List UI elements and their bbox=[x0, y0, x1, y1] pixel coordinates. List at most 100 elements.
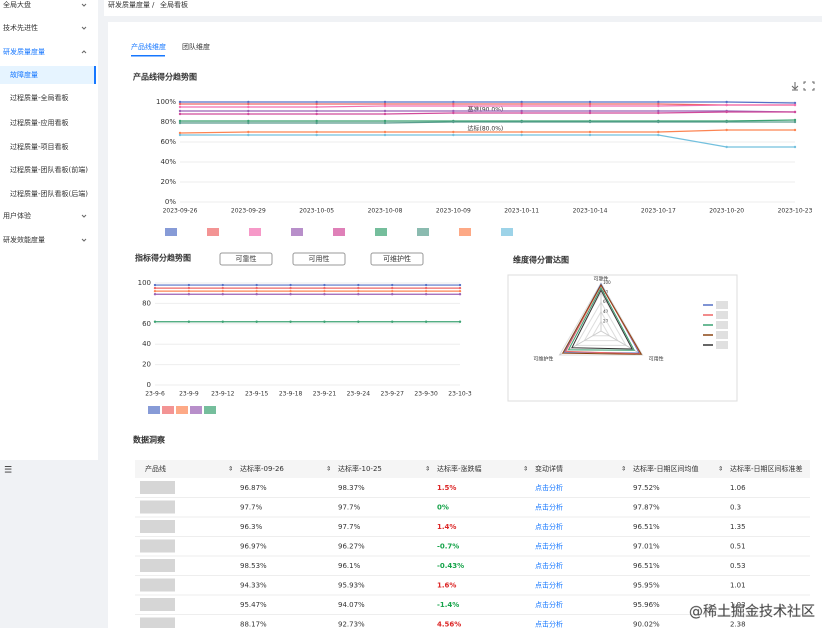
cell: 1.5% bbox=[437, 484, 456, 492]
point bbox=[657, 111, 660, 115]
cell: -0.7% bbox=[437, 542, 459, 550]
point bbox=[520, 100, 523, 104]
breadcrumb: / bbox=[152, 1, 155, 9]
menu-item[interactable]: 过程质量-团队看板(后端) bbox=[10, 189, 88, 198]
column-header[interactable]: 达标率-涨跌幅 bbox=[437, 464, 482, 473]
filter-button[interactable] bbox=[219, 252, 273, 266]
menu-item[interactable]: 故障度量 bbox=[10, 70, 38, 79]
chevron bbox=[81, 214, 87, 218]
point bbox=[657, 130, 660, 134]
menu-item[interactable]: 过程质量-全局看板 bbox=[10, 93, 69, 102]
menu-icon[interactable]: ☰ bbox=[4, 466, 12, 476]
series-line bbox=[180, 111, 795, 115]
point bbox=[391, 293, 394, 296]
active-bar bbox=[94, 66, 96, 84]
blurred-name bbox=[140, 520, 175, 533]
cell[interactable]: 点击分析 bbox=[535, 600, 563, 609]
cell: 4.56% bbox=[437, 620, 461, 628]
cell[interactable]: 点击分析 bbox=[535, 580, 563, 589]
cell[interactable]: 点击分析 bbox=[535, 561, 563, 570]
series-line bbox=[180, 134, 795, 148]
point bbox=[588, 133, 592, 137]
cell: 1.06 bbox=[730, 484, 746, 492]
point bbox=[247, 121, 250, 125]
cell[interactable]: 点击分析 bbox=[535, 541, 563, 550]
legend-swatch bbox=[501, 228, 513, 236]
cell[interactable]: 点击分析 bbox=[535, 522, 563, 531]
x-tick-label: 23-10-3 bbox=[448, 391, 472, 398]
blurred-name bbox=[140, 539, 175, 553]
point bbox=[315, 133, 318, 137]
point bbox=[289, 320, 292, 323]
column-header[interactable]: 变动详情 bbox=[535, 464, 563, 473]
breadcrumb[interactable]: 研发质量度量 bbox=[108, 0, 150, 9]
point bbox=[357, 320, 360, 323]
legend-blur bbox=[716, 301, 728, 309]
chart-title: 指标得分趋势图 bbox=[135, 253, 191, 263]
column-header[interactable]: 达标率-09-26 bbox=[240, 464, 284, 473]
menu-item[interactable]: 全局大盘 bbox=[3, 0, 31, 9]
menu-item[interactable]: 用户体验 bbox=[3, 211, 31, 220]
point bbox=[187, 283, 191, 287]
chart-title: 产品线得分趋势图 bbox=[133, 72, 197, 82]
filter-button[interactable] bbox=[370, 252, 424, 266]
x-tick-label: 2023-10-11 bbox=[504, 208, 539, 215]
point bbox=[424, 320, 428, 323]
annotation: 基准(90.0%) bbox=[468, 106, 504, 114]
cell: 97.7% bbox=[338, 503, 361, 511]
button-label[interactable]: 可维护性 bbox=[383, 254, 411, 263]
cell: 96.51% bbox=[633, 523, 660, 531]
column-header[interactable]: 达标率-10-25 bbox=[338, 464, 382, 473]
point bbox=[383, 119, 387, 123]
x-tick-label: 2023-10-17 bbox=[641, 208, 676, 215]
cell: 1.01 bbox=[730, 581, 746, 589]
menu-item[interactable]: 过程质量-项目看板 bbox=[10, 142, 69, 151]
cell[interactable]: 点击分析 bbox=[535, 483, 563, 492]
menu-item[interactable]: 过程质量-团队看板(前端) bbox=[10, 165, 88, 174]
legend-swatch bbox=[417, 228, 429, 236]
point bbox=[793, 110, 797, 114]
y-tick-label: 20 bbox=[142, 361, 151, 369]
button-label[interactable]: 可用性 bbox=[309, 254, 330, 263]
point bbox=[588, 109, 592, 113]
point bbox=[323, 289, 326, 293]
legend-swatch bbox=[165, 228, 177, 236]
point bbox=[221, 320, 224, 323]
cell: 95.95% bbox=[633, 581, 660, 589]
point bbox=[178, 109, 182, 113]
point bbox=[289, 286, 292, 290]
menu-item[interactable]: 技术先进性 bbox=[3, 23, 38, 32]
y-tick-label: 60% bbox=[160, 138, 176, 146]
point bbox=[153, 293, 157, 296]
chevron bbox=[81, 26, 87, 30]
point bbox=[657, 120, 660, 124]
point bbox=[588, 104, 592, 108]
chevron bbox=[81, 50, 87, 54]
x-tick-label: 2023-09-29 bbox=[231, 208, 266, 215]
point bbox=[357, 286, 360, 290]
cell[interactable]: 点击分析 bbox=[535, 619, 563, 628]
cell: -1.4% bbox=[437, 601, 459, 609]
point bbox=[424, 286, 428, 290]
cell[interactable]: 点击分析 bbox=[535, 502, 563, 511]
menu-item[interactable]: 研发质量度量 bbox=[3, 47, 45, 56]
point bbox=[520, 130, 523, 134]
point bbox=[588, 111, 592, 115]
button-label[interactable]: 可靠性 bbox=[236, 254, 257, 263]
tab[interactable]: 团队维度 bbox=[182, 42, 210, 51]
point bbox=[520, 104, 523, 108]
point bbox=[383, 102, 387, 106]
x-tick-label: 23-9-24 bbox=[347, 391, 371, 398]
cell: 1.4% bbox=[437, 523, 456, 531]
point bbox=[383, 104, 387, 108]
menu-item[interactable]: 过程质量-应用看板 bbox=[10, 118, 69, 127]
point bbox=[178, 119, 182, 123]
column-header[interactable]: 产品线 bbox=[145, 464, 166, 473]
x-tick-label: 23-9-15 bbox=[245, 391, 269, 398]
column-header[interactable]: 达标率-日期区间标准差 bbox=[730, 464, 803, 473]
menu-item[interactable]: 研发效能度量 bbox=[3, 235, 45, 244]
filter-button[interactable] bbox=[292, 252, 346, 266]
column-header[interactable]: 达标率-日期区间均值 bbox=[633, 464, 699, 473]
tab[interactable]: 产品线维度 bbox=[131, 42, 166, 51]
legend-blur bbox=[716, 311, 728, 319]
